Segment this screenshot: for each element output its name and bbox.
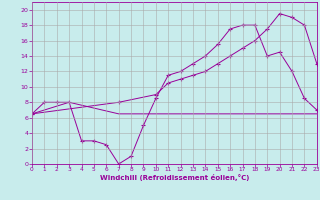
X-axis label: Windchill (Refroidissement éolien,°C): Windchill (Refroidissement éolien,°C) [100, 174, 249, 181]
